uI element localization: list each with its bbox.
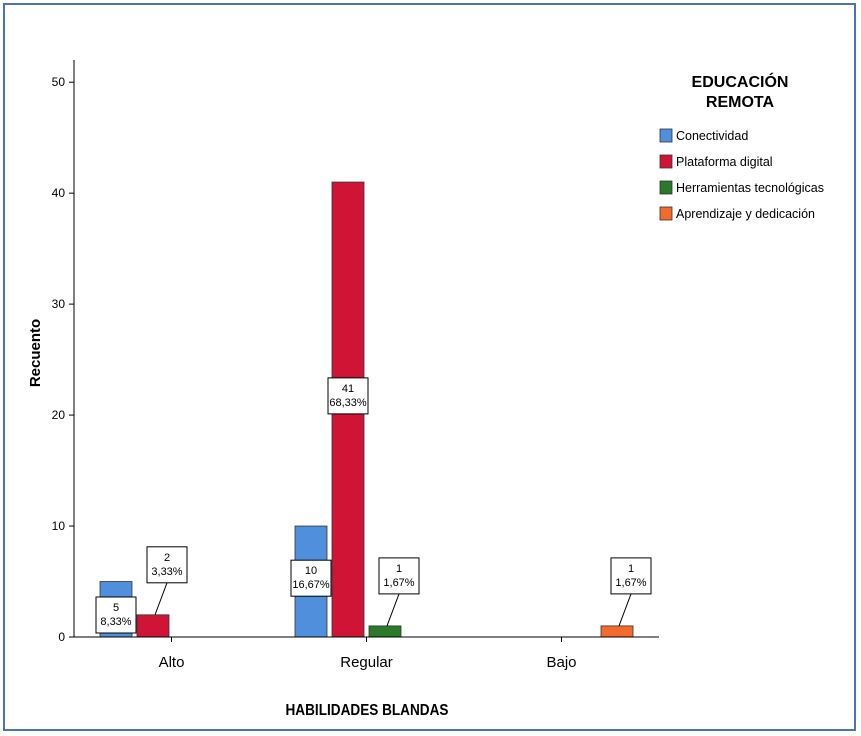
data-label-count: 1 [628, 563, 634, 575]
legend-swatch [659, 180, 673, 195]
data-label-percent: 1,67% [383, 577, 414, 589]
data-label-count: 1 [396, 563, 402, 575]
data-label-leader [154, 582, 168, 615]
legend-item: Herramientas tecnológicas [659, 180, 824, 195]
legend-label: Herramientas tecnológicas [676, 181, 824, 195]
bar [600, 625, 634, 638]
data-label-count: 10 [305, 565, 317, 577]
data-label-box [327, 377, 369, 415]
data-label-box [378, 557, 420, 595]
legend-title: EDUCACIÓN [692, 72, 789, 91]
data-label-leader [618, 593, 632, 627]
data-label-box [95, 596, 137, 634]
bar [368, 625, 402, 638]
legend-label: Plataforma digital [676, 155, 773, 169]
x-tick-label: Regular [340, 654, 393, 671]
y-tick-label: 40 [52, 186, 66, 200]
x-tick-label: Bajo [546, 654, 576, 671]
bar [136, 614, 170, 638]
data-label: 2 3,33% [146, 546, 188, 615]
y-axis-title: Recuento [27, 319, 44, 387]
legend: EDUCACIÓN REMOTA Conectividad Plataforma di… [659, 72, 824, 221]
data-label-box [610, 557, 652, 595]
y-tick-label: 0 [58, 630, 65, 644]
legend-item: Conectividad [659, 128, 748, 143]
data-label: 41 68,33% [327, 377, 369, 415]
x-tick-label: Alto [159, 654, 185, 671]
y-tick-label: 30 [52, 297, 66, 311]
data-label-count: 41 [342, 383, 354, 395]
legend-swatch [659, 128, 673, 143]
data-label-percent: 1,67% [615, 577, 646, 589]
x-axis-title: HABILIDADES BLANDAS [286, 702, 449, 719]
data-label-percent: 16,67% [292, 579, 330, 591]
data-label-percent: 8,33% [100, 616, 131, 628]
legend-swatch [659, 154, 673, 169]
legend-swatch [659, 206, 673, 221]
legend-label: Aprendizaje y dedicación [676, 207, 815, 221]
data-label-box [290, 559, 332, 597]
y-tick-label: 10 [52, 519, 66, 533]
y-tick-label: 20 [52, 408, 66, 422]
bar-chart: 0 10 20 30 40 50 5 8,33% 2 3,33% 10 16,67% 41 68,33%… [27, 60, 824, 719]
chart-frame: 0 10 20 30 40 50 5 8,33% 2 3,33% 10 16,67% 41 68,33%… [3, 3, 856, 731]
data-label-percent: 68,33% [329, 397, 367, 409]
legend-item: Plataforma digital [659, 154, 773, 169]
legend-item: Aprendizaje y dedicación [659, 206, 815, 221]
data-label: 10 16,67% [290, 559, 332, 597]
data-label-leader [386, 593, 400, 627]
legend-title: REMOTA [706, 94, 775, 111]
data-label-count: 5 [113, 602, 119, 614]
legend-label: Conectividad [676, 129, 748, 143]
data-label: 1 1,67% [378, 557, 420, 627]
data-label-count: 2 [164, 552, 170, 564]
data-label: 1 1,67% [610, 557, 652, 627]
data-label: 5 8,33% [95, 596, 137, 634]
data-label-percent: 3,33% [151, 566, 182, 578]
y-tick-label: 50 [52, 75, 66, 89]
data-label-box [146, 546, 188, 584]
